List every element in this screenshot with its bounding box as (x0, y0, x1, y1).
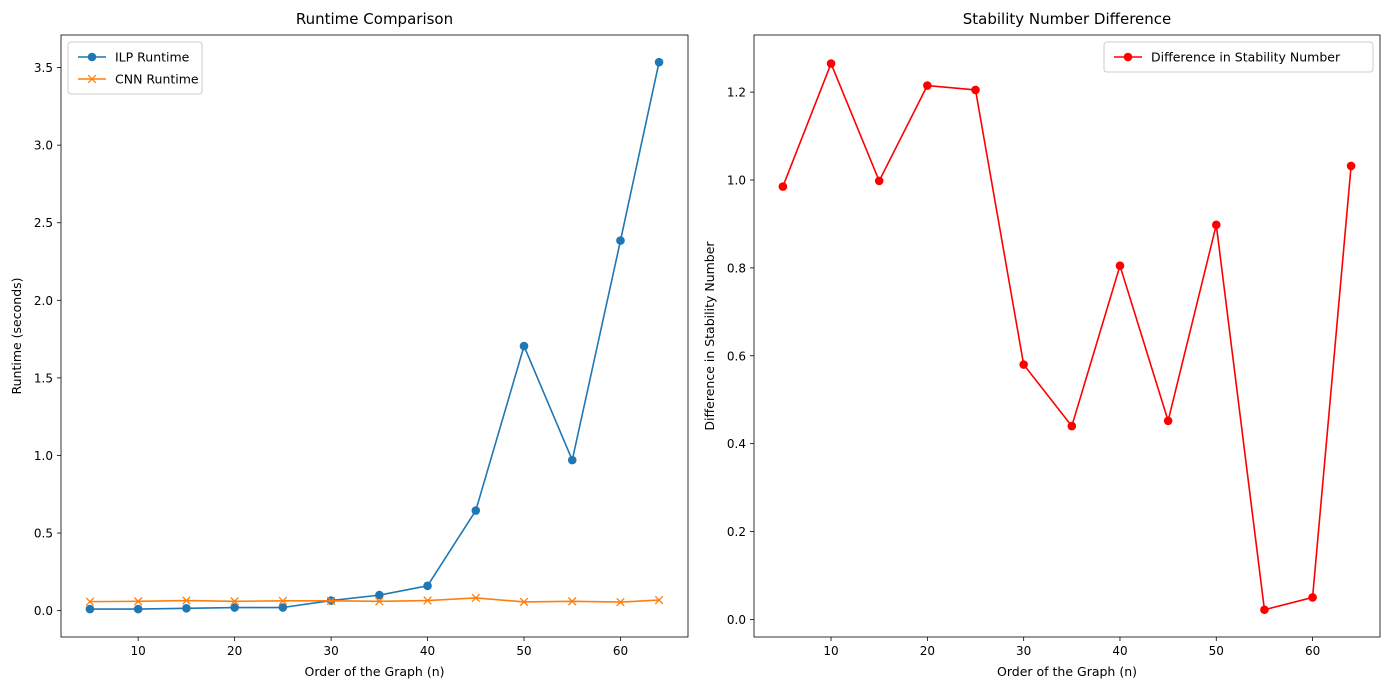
y-tick-label: 1.0 (727, 174, 746, 188)
data-point (1115, 261, 1125, 270)
plot-frame (753, 34, 1381, 638)
data-point (471, 506, 481, 515)
data-point (278, 596, 288, 606)
legend-swatch-marker (87, 74, 97, 84)
data-point (616, 236, 625, 245)
x-tick-label: 30 (323, 644, 338, 658)
data-point (1260, 605, 1269, 615)
y-axis-label: Runtime (seconds) (9, 277, 24, 394)
y-tick-label: 0.0 (727, 613, 746, 627)
data-point (85, 604, 95, 614)
data-point (1308, 593, 1317, 602)
x-tick-label: 40 (1112, 644, 1127, 658)
legend-label: CNN Runtime (115, 72, 199, 87)
data-point (278, 603, 288, 612)
y-tick-label: 0.2 (727, 525, 746, 539)
data-point (874, 176, 884, 186)
data-point (826, 59, 836, 68)
data-point (230, 603, 239, 612)
data-point (567, 597, 577, 606)
data-point (423, 596, 432, 605)
data-point (230, 597, 239, 606)
x-tick-label: 20 (920, 644, 935, 658)
data-point (654, 595, 664, 605)
chart-title: Runtime Comparison (296, 10, 453, 28)
x-tick-label: 60 (1305, 644, 1320, 658)
data-point (654, 57, 664, 67)
data-point (326, 596, 336, 606)
y-tick-label: 3.0 (34, 139, 53, 153)
data-point (375, 597, 384, 606)
runtime-comparison-chart: Runtime Comparison 10 20 30 40 50 60 0.0 0.5 1.0 1… (9, 10, 689, 679)
plot-frame (60, 34, 689, 638)
x-tick-label: 10 (823, 644, 838, 658)
data-point (423, 581, 432, 591)
y-axis-label: Difference in Stability Number (702, 241, 717, 431)
data-point (471, 593, 481, 603)
data-point (519, 597, 529, 607)
y-tick-label: 1.0 (34, 449, 53, 463)
y-tick-label: 0.5 (34, 527, 53, 541)
x-axis-label: Order of the Graph (n) (305, 664, 445, 679)
data-point (85, 597, 95, 606)
data-point (375, 590, 384, 600)
y-tick-label: 1.5 (34, 371, 53, 385)
legend-label: ILP Runtime (115, 50, 190, 65)
stability-difference-chart: Stability Number Difference 10 20 30 40 50 60 0… (702, 10, 1381, 679)
legend-box (67, 41, 203, 95)
legend-swatch-marker (87, 52, 97, 62)
data-point (182, 603, 191, 613)
data-point (182, 596, 191, 605)
data-point (1163, 416, 1173, 426)
legend-swatch-marker (1123, 52, 1133, 62)
data-point (616, 597, 625, 607)
data-point (133, 597, 143, 606)
data-point (1019, 360, 1028, 369)
data-point (519, 341, 529, 351)
legend-label: Difference in Stability Number (1151, 50, 1341, 65)
data-point (1067, 421, 1077, 431)
y-tick-label: 0.6 (727, 349, 746, 363)
y-tick-label: 0.8 (727, 261, 746, 275)
data-point (1211, 220, 1221, 230)
y-tick-label: 3.5 (34, 61, 53, 75)
x-tick-label: 60 (613, 644, 628, 658)
x-tick-label: 30 (1016, 644, 1031, 658)
data-point (133, 604, 143, 614)
y-tick-label: 2.5 (34, 216, 53, 230)
x-tick-label: 20 (227, 644, 242, 658)
y-tick-label: 0.4 (727, 437, 746, 451)
data-point (923, 81, 932, 90)
x-axis-label: Order of the Graph (n) (997, 664, 1137, 679)
data-point (567, 455, 577, 465)
y-tick-label: 2.0 (34, 294, 53, 308)
y-tick-label: 1.2 (727, 86, 746, 100)
data-point (1346, 161, 1356, 171)
data-point (778, 182, 788, 191)
x-tick-label: 10 (131, 644, 146, 658)
x-tick-label: 50 (516, 644, 531, 658)
x-tick-label: 50 (1209, 644, 1224, 658)
data-point (971, 85, 980, 95)
y-tick-label: 0.0 (34, 604, 53, 618)
chart-title: Stability Number Difference (963, 10, 1172, 28)
legend-box (1103, 41, 1374, 73)
x-tick-label: 40 (420, 644, 435, 658)
